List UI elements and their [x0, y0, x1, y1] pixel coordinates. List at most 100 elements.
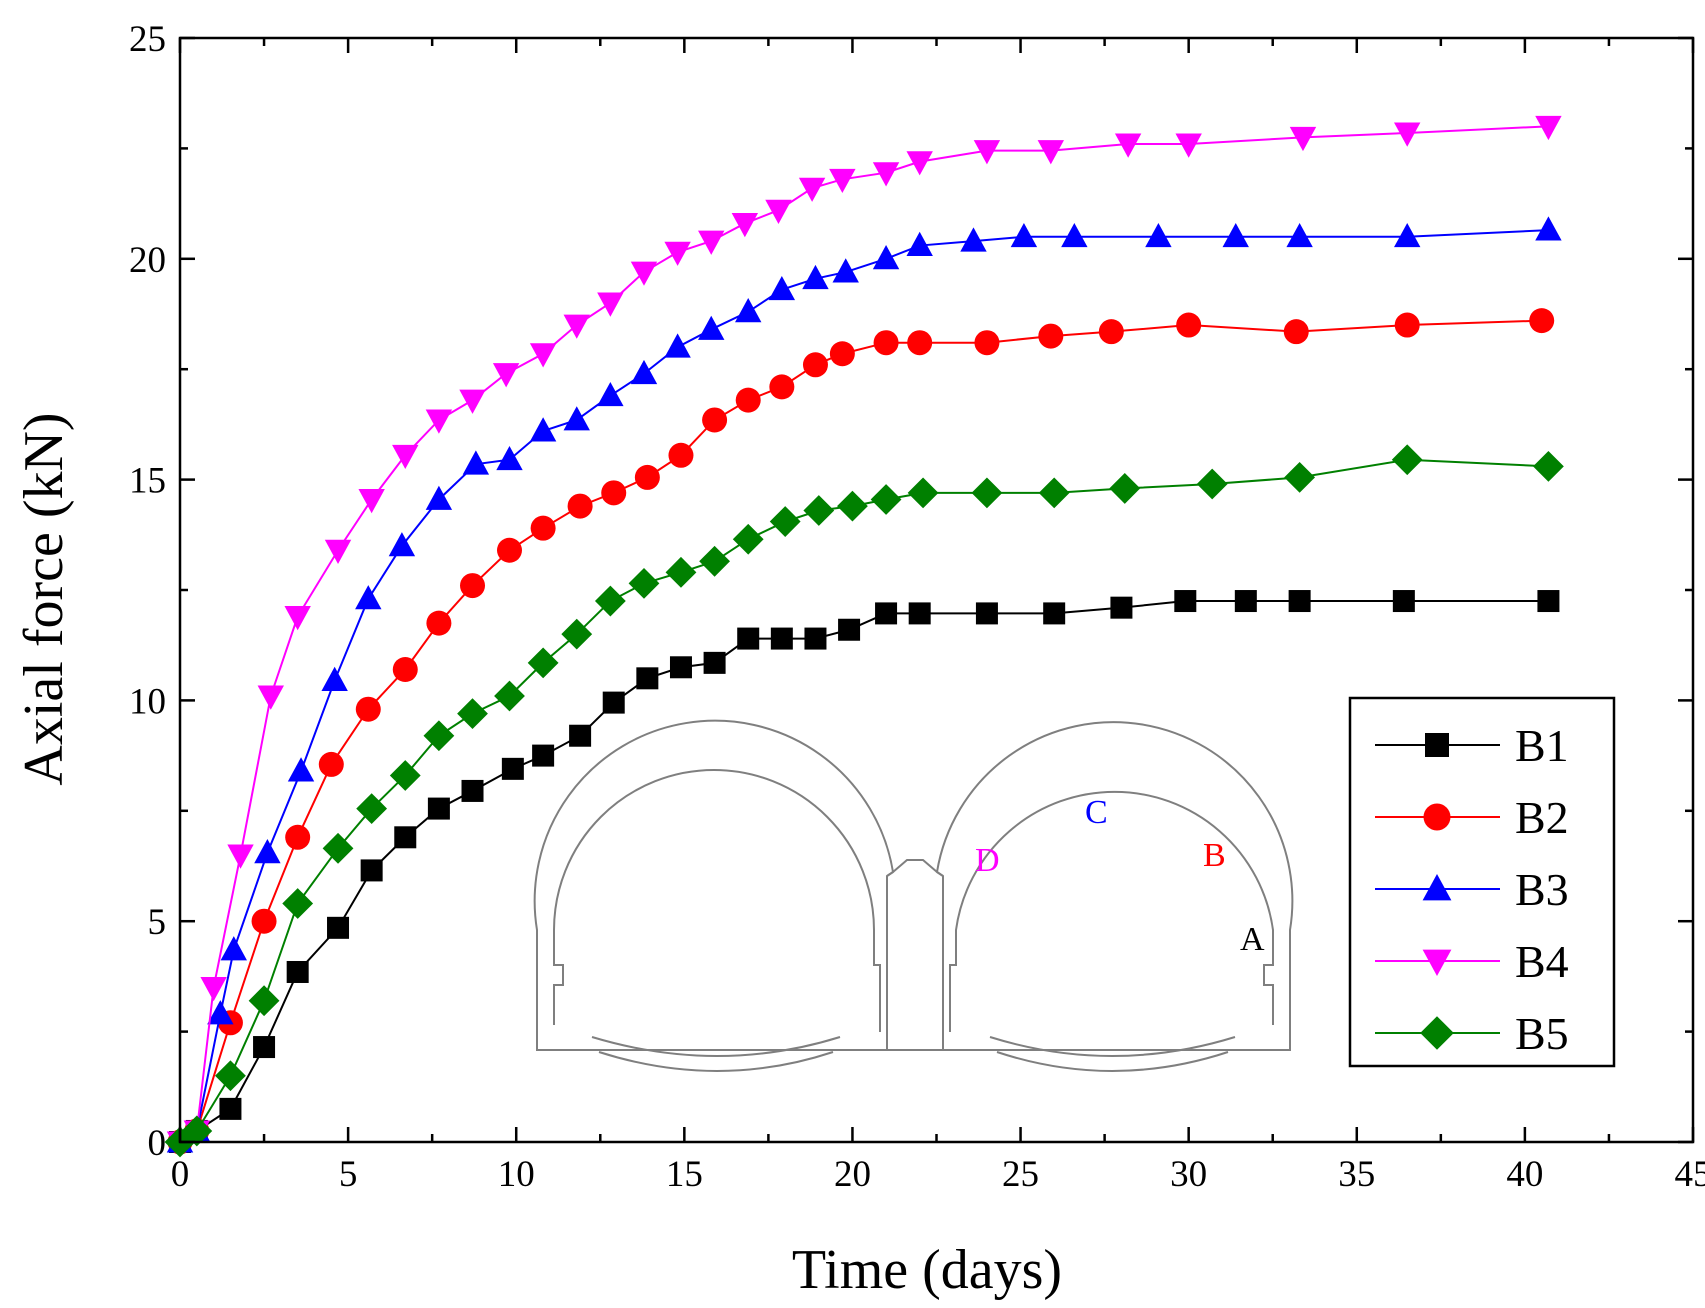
data-point-B1-23: [975, 602, 998, 625]
right-tunnel-outer-lining: [935, 721, 1294, 1051]
axes-layer: 0 5 10 15 20 25 30 35 40 45 0 5 10 15 20 25: [129, 19, 1705, 1195]
legend: B1 B2 B3 B4 B5: [1348, 696, 1616, 1068]
data-point-B3-26: [1061, 222, 1088, 248]
x-tick-label-20: 20: [834, 1154, 871, 1195]
series-line-B1: [179, 600, 1549, 1143]
x-tick-label-15: 15: [666, 1154, 703, 1195]
data-point-B5-22: [907, 477, 939, 509]
data-point-B2-9: [460, 573, 486, 599]
data-point-B1-16: [703, 651, 726, 674]
data-point-B5-20: [837, 490, 868, 522]
data-point-B3-5: [287, 757, 315, 782]
data-point-B2-21: [873, 330, 899, 356]
data-point-B3-28: [1222, 222, 1249, 248]
data-point-B1-25: [1110, 596, 1133, 619]
legend-item-B2: B2: [1375, 792, 1569, 843]
data-point-B3-6: [321, 666, 348, 691]
data-point-B5-26: [1196, 468, 1228, 500]
data-point-B5-16: [699, 545, 730, 577]
data-point-B5-11: [527, 647, 559, 679]
data-point-B4-8: [392, 444, 419, 470]
x-tick-label-25: 25: [1002, 1154, 1039, 1195]
data-point-B2-14: [634, 464, 660, 490]
data-point-B4-20: [798, 177, 826, 202]
data-point-B5-29: [1533, 450, 1564, 482]
data-point-B5-19: [803, 495, 835, 526]
data-point-B4-11: [492, 363, 520, 388]
legend-marker-B3: [1422, 874, 1452, 901]
data-point-B4-24: [973, 140, 1001, 165]
data-point-B4-6: [324, 539, 352, 565]
data-point-B5-27: [1284, 461, 1316, 493]
data-point-B1-20: [838, 618, 861, 641]
data-point-B3-25: [1010, 222, 1038, 248]
data-point-B1-8: [427, 797, 450, 820]
data-point-B2-29: [1529, 308, 1555, 334]
data-point-B4-19: [765, 199, 792, 224]
label-C: C: [1085, 794, 1108, 831]
data-point-B3-3: [220, 936, 247, 961]
data-point-B3-14: [597, 381, 624, 407]
data-point-B5-12: [561, 618, 593, 650]
data-point-B4-13: [563, 314, 590, 339]
data-point-B5-28: [1391, 444, 1423, 476]
data-point-B4-14: [597, 292, 624, 317]
data-point-B3-10: [462, 450, 490, 475]
data-point-B5-5: [322, 832, 354, 864]
data-point-B3-31: [1535, 216, 1562, 241]
legend-marker-B2: [1423, 803, 1451, 831]
data-point-B2-5: [318, 751, 344, 777]
x-tick-label-0: 0: [171, 1154, 190, 1195]
data-point-B3-29: [1286, 222, 1313, 248]
legend-item-B4: B4: [1375, 936, 1569, 987]
data-point-B4-4: [257, 685, 284, 710]
data-point-B4-10: [459, 389, 486, 414]
series-line-B3: [179, 229, 1549, 1143]
legend-label-B2: B2: [1515, 792, 1569, 843]
data-point-B3-30: [1394, 222, 1421, 248]
data-point-B5-10: [494, 680, 525, 712]
data-point-B1-30: [1537, 590, 1560, 613]
data-point-B1-2: [219, 1097, 242, 1120]
data-point-B1-29: [1392, 590, 1415, 613]
data-point-B4-5: [284, 606, 311, 631]
data-point-B3-21: [832, 258, 859, 283]
y-tick-label-10: 10: [129, 681, 166, 722]
data-point-B2-11: [530, 515, 556, 541]
data-point-B4-30: [1535, 115, 1562, 141]
x-tick-label-30: 30: [1170, 1154, 1207, 1195]
data-point-B3-17: [698, 315, 725, 340]
data-point-B1-7: [394, 826, 417, 849]
data-point-B2-15: [668, 442, 694, 468]
data-point-B5-9: [457, 698, 488, 730]
x-tick-label-45: 45: [1675, 1154, 1705, 1195]
y-tick-label-0: 0: [148, 1123, 167, 1164]
right-tunnel-invert: [989, 1036, 1236, 1072]
data-point-B3-8: [388, 532, 416, 557]
twin-tunnel-diagram: A B C D: [533, 719, 1294, 1072]
data-point-B2-23: [974, 330, 1000, 356]
left-tunnel-invert: [591, 1036, 841, 1072]
data-point-B5-21: [870, 484, 902, 515]
data-point-B2-24: [1038, 323, 1064, 349]
data-point-B2-13: [601, 480, 627, 506]
data-point-B3-15: [630, 359, 658, 385]
data-point-B3-11: [496, 445, 523, 471]
data-point-B4-21: [829, 168, 856, 194]
data-point-B1-14: [636, 667, 659, 690]
data-point-B2-4: [285, 824, 311, 850]
data-point-B3-7: [355, 585, 382, 610]
data-point-B1-9: [461, 779, 484, 802]
data-point-B5-24: [1038, 477, 1070, 509]
data-point-B5-6: [356, 793, 388, 824]
series-B5: [164, 444, 1564, 1158]
x-tick-label-5: 5: [339, 1154, 358, 1195]
y-tick-label-20: 20: [129, 240, 166, 281]
data-point-B5-3: [248, 985, 280, 1017]
data-point-B1-21: [875, 602, 898, 625]
data-point-B3-22: [872, 245, 900, 270]
data-point-B4-23: [906, 151, 933, 176]
data-point-B3-9: [425, 485, 453, 510]
data-point-B5-1: [181, 1115, 213, 1147]
